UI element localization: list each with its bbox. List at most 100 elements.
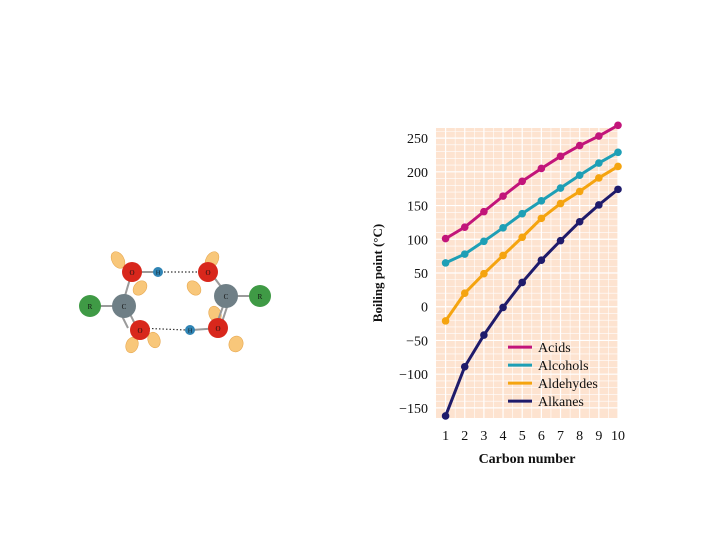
legend: Acids Alcohols Aldehydes Alkanes <box>508 341 598 410</box>
series-line <box>444 188 619 417</box>
series-alcohols <box>441 148 622 267</box>
atom-o-right-bottom: O <box>208 318 228 338</box>
x-tick-label: 7 <box>557 429 564 444</box>
x-tick-label: 3 <box>480 429 487 444</box>
svg-text:R: R <box>88 303 93 311</box>
atom-o-left-bottom: O <box>130 320 150 340</box>
y-tick-label: −50 <box>406 334 428 349</box>
x-tick-label: 1 <box>442 429 449 444</box>
x-tick-label: 5 <box>519 429 526 444</box>
atom-c-right: C <box>214 284 238 308</box>
data-point <box>518 278 527 287</box>
data-point <box>480 331 488 339</box>
y-tick-label: 0 <box>421 301 428 316</box>
grid <box>436 128 619 418</box>
atom-c-left: C <box>112 294 136 318</box>
data-point <box>575 217 584 226</box>
svg-text:C: C <box>122 303 127 311</box>
svg-text:O: O <box>205 269 210 277</box>
series-line <box>444 150 619 265</box>
y-tick-label: −150 <box>399 402 428 417</box>
data-point <box>499 251 507 260</box>
legend-label: Alcohols <box>538 359 589 374</box>
series-aldehydes <box>441 162 622 325</box>
series-acids <box>441 121 622 243</box>
x-axis-ticks: 1 2 3 4 5 6 7 8 9 10 <box>442 429 625 444</box>
x-tick-label: 6 <box>538 429 545 444</box>
data-point <box>556 199 565 208</box>
svg-text:O: O <box>137 327 142 335</box>
data-point <box>575 187 584 196</box>
svg-text:C: C <box>224 293 229 301</box>
svg-text:O: O <box>215 325 220 333</box>
data-point <box>614 148 622 157</box>
lone-pair-lobes <box>110 251 244 354</box>
atom-o-right-top: O <box>198 262 218 282</box>
x-tick-label: 2 <box>461 429 468 444</box>
acid-dimer-diagram: R C O H O O C R H O <box>79 251 271 354</box>
data-point <box>537 256 546 264</box>
x-tick-label: 8 <box>576 429 583 444</box>
data-point <box>460 362 469 371</box>
legend-label: Alkanes <box>538 395 584 410</box>
series-group <box>441 121 622 420</box>
atom-r-right: R <box>249 285 271 307</box>
boiling-point-chart: 250 200 150 100 50 0 −50 −100 −150 1 2 3 4 5 6 7 8 9 10 A… <box>370 121 625 467</box>
data-point <box>441 259 450 267</box>
x-axis-label: Carbon number <box>479 452 576 467</box>
x-tick-label: 10 <box>611 429 625 444</box>
data-point <box>499 192 507 200</box>
atom-o-left-top: O <box>122 262 142 282</box>
data-point <box>595 201 603 209</box>
data-point <box>441 234 450 243</box>
data-point <box>595 174 603 182</box>
data-point <box>518 233 527 242</box>
data-point <box>614 162 622 171</box>
data-point <box>460 289 469 298</box>
atom-h-right: H <box>185 325 195 335</box>
svg-text:H: H <box>188 329 193 335</box>
data-point <box>518 177 527 186</box>
data-point <box>556 184 565 192</box>
data-point <box>614 185 622 194</box>
y-tick-label: −100 <box>399 368 428 383</box>
y-tick-label: 250 <box>407 132 428 147</box>
atom-h-left: H <box>153 267 163 277</box>
data-point <box>480 207 488 216</box>
data-point <box>480 269 488 278</box>
svg-text:H: H <box>156 271 161 277</box>
svg-text:O: O <box>129 269 134 277</box>
data-point <box>499 303 507 312</box>
svg-text:R: R <box>258 293 263 301</box>
data-point <box>499 224 507 232</box>
data-point <box>575 141 584 150</box>
data-point <box>441 317 450 325</box>
y-tick-label: 50 <box>414 267 428 282</box>
data-point <box>537 164 546 173</box>
data-point <box>460 250 469 258</box>
series-line <box>444 165 619 322</box>
data-point <box>614 121 622 130</box>
data-point <box>537 197 546 205</box>
data-point <box>518 209 527 218</box>
data-point <box>595 132 603 140</box>
data-point <box>556 236 565 245</box>
data-point <box>441 412 450 420</box>
y-tick-label: 100 <box>407 233 428 248</box>
legend-label: Aldehydes <box>538 377 598 392</box>
atom-r-left: R <box>79 295 101 317</box>
y-tick-label: 200 <box>407 166 428 181</box>
data-point <box>595 159 603 167</box>
legend-label: Acids <box>538 341 571 356</box>
series-line <box>444 123 619 240</box>
data-point <box>575 171 584 180</box>
data-point <box>537 214 546 223</box>
y-tick-label: 150 <box>407 200 428 215</box>
data-point <box>460 223 469 231</box>
x-tick-label: 4 <box>500 429 507 444</box>
data-point <box>556 152 565 161</box>
x-tick-label: 9 <box>595 429 602 444</box>
data-point <box>480 237 488 246</box>
y-axis-ticks: 250 200 150 100 50 0 −50 −100 −150 <box>399 132 428 417</box>
series-alkanes <box>441 185 622 420</box>
